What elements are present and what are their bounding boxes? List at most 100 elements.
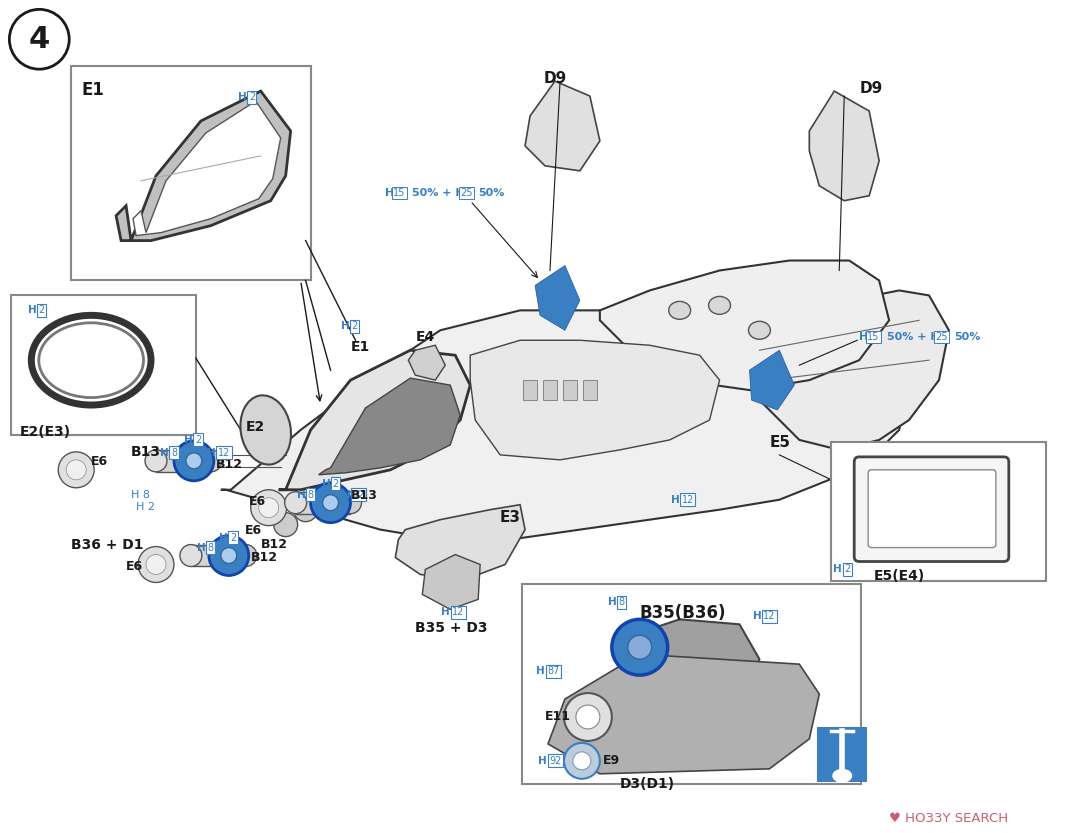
Text: E5(E4): E5(E4) [874,570,925,583]
Polygon shape [319,378,460,475]
Circle shape [146,555,166,575]
Ellipse shape [669,302,691,319]
Text: B12: B12 [261,537,288,551]
Bar [296,491,350,514]
Text: D9: D9 [543,71,566,86]
Text: H: H [538,756,547,766]
Text: 50% + H: 50% + H [412,187,465,197]
Circle shape [139,546,173,582]
Text: 25: 25 [935,332,947,342]
Text: 8: 8 [208,542,214,552]
Circle shape [564,693,612,741]
Text: H: H [537,666,546,676]
Text: H: H [197,542,206,552]
Text: H: H [341,490,350,500]
Circle shape [564,743,600,779]
Text: ♥ HO33Y SEARCH: ♥ HO33Y SEARCH [889,812,1008,826]
Bar [523,380,537,400]
Text: 2: 2 [351,322,358,332]
Text: E6: E6 [244,524,262,536]
Text: E6: E6 [127,560,143,572]
Text: 50%: 50% [954,332,981,342]
Circle shape [185,453,202,469]
Ellipse shape [748,322,770,339]
Polygon shape [278,350,470,490]
Text: 12: 12 [218,448,230,458]
Text: H: H [27,306,36,316]
Polygon shape [535,266,580,331]
Text: 2: 2 [195,435,201,445]
Text: B13: B13 [131,445,161,459]
Polygon shape [750,291,949,450]
Text: E6: E6 [92,455,108,468]
Text: 25: 25 [460,187,472,197]
Circle shape [58,451,94,488]
Text: H 2: H 2 [136,501,155,511]
Text: B13: B13 [350,489,377,502]
Text: 2: 2 [333,479,339,489]
Text: E11: E11 [546,711,571,724]
Text: 2: 2 [38,306,45,316]
Text: 12: 12 [682,495,694,505]
Text: 8: 8 [308,490,314,500]
Circle shape [259,498,278,517]
Text: 8: 8 [619,597,625,607]
Polygon shape [116,91,290,241]
Text: 92: 92 [549,756,562,766]
Polygon shape [620,619,759,719]
Text: B12: B12 [216,458,243,471]
Polygon shape [548,654,819,774]
Bar [543,380,558,400]
Text: H 8: H 8 [131,490,151,500]
Text: H: H [238,92,247,102]
Ellipse shape [339,491,361,514]
Text: E5: E5 [769,435,790,450]
Circle shape [274,512,298,536]
Text: 15: 15 [867,332,879,342]
Bar [817,727,867,782]
Text: 12: 12 [453,607,465,617]
Circle shape [67,460,86,480]
Bar [563,380,577,400]
Polygon shape [470,340,720,460]
Bar [191,545,245,566]
FancyBboxPatch shape [523,585,861,784]
Polygon shape [600,261,889,390]
Text: H: H [834,565,842,575]
Circle shape [612,619,668,675]
Text: 2: 2 [844,565,851,575]
Circle shape [173,441,214,481]
Text: 50%: 50% [478,187,504,197]
Circle shape [323,495,338,511]
Text: H: H [385,187,395,197]
Text: E2(E3): E2(E3) [20,425,71,439]
Ellipse shape [832,769,852,783]
Text: H: H [608,597,616,607]
Text: D3(D1): D3(D1) [620,777,675,791]
Text: 87: 87 [547,666,560,676]
Circle shape [576,705,600,729]
Text: B35(B36): B35(B36) [639,605,727,622]
Circle shape [311,483,350,522]
Polygon shape [408,345,445,380]
Text: 4: 4 [28,25,50,54]
Text: E6: E6 [249,495,266,508]
Text: E9: E9 [603,755,620,767]
Text: H: H [340,322,349,332]
Text: E4: E4 [416,331,434,344]
Text: H: H [753,611,762,621]
Ellipse shape [200,450,221,471]
Text: H: H [671,495,680,505]
Text: 15: 15 [394,187,406,197]
Circle shape [627,636,651,659]
Ellipse shape [708,297,731,314]
Ellipse shape [285,491,307,514]
FancyBboxPatch shape [854,456,1009,561]
Text: E2: E2 [245,420,265,434]
Polygon shape [525,81,600,171]
Circle shape [293,498,317,521]
Text: 50% + H: 50% + H [887,332,939,342]
Polygon shape [422,555,480,610]
Polygon shape [750,350,794,410]
FancyBboxPatch shape [11,296,196,435]
